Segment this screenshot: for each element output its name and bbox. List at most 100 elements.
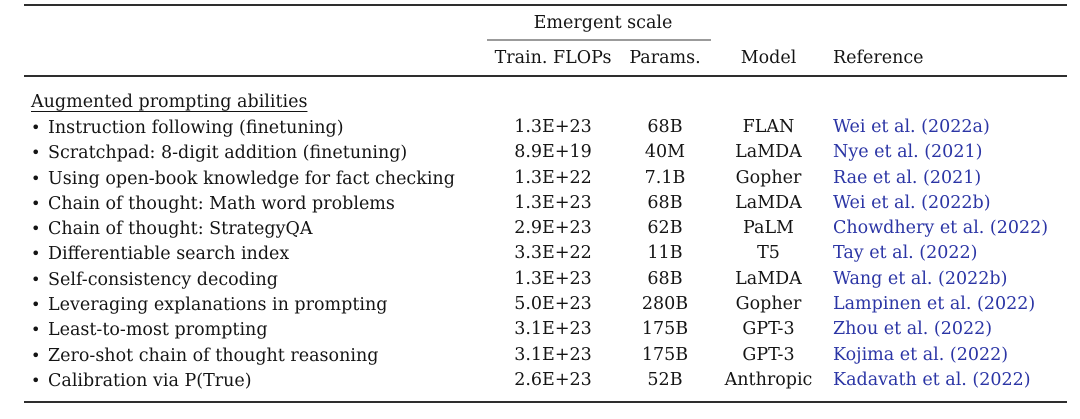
rows-container: • Instruction following (finetuning) 1.3E… [0,115,1080,393]
ability-label: Zero-shot chain of thought reasoning [48,345,379,366]
col-header-train-flops: Train. FLOPs [494,48,612,68]
emergent-scale-underline-rule [487,39,711,41]
bullet-icon: • [31,244,41,264]
model-name: FLAN [742,117,795,137]
ability-cell: • Calibration via P(True) [24,368,491,394]
bullet-icon: • [31,320,41,340]
params-value: 7.1B [644,167,686,188]
citation-link[interactable]: Zhou et al. (2022) [833,319,993,340]
citation-link[interactable]: Kojima et al. (2022) [833,344,1009,365]
train-flops-value: 8.9E+19 [514,142,592,163]
citation-link[interactable]: Nye et al. (2021) [833,142,983,163]
ability-label: Least-to-most prompting [48,320,268,341]
reference-cell: Rae et al. (2021) [822,166,1067,192]
ability-cell: • Leveraging explanations in prompting [24,292,491,318]
reference-cell: Wei et al. (2022a) [822,115,1067,141]
citation-link[interactable]: Tay et al. (2022) [833,243,978,264]
table-row: • Calibration via P(True) 2.6E+23 52B Ant… [0,368,1080,393]
params-value: 52B [647,369,683,390]
ability-cell: • Least-to-most prompting [24,317,491,343]
citation-link[interactable]: Lampinen et al. (2022) [833,294,1036,315]
params-value: 62B [647,218,683,239]
citation-link[interactable]: Wei et al. (2022a) [833,117,990,137]
params-value: 68B [647,117,683,137]
col-header-model: Model [740,48,797,68]
bullet-icon: • [31,345,41,365]
model-name: Gopher [735,167,802,188]
params-value: 11B [647,243,683,264]
model-name: GPT-3 [742,319,795,340]
table-row: • Zero-shot chain of thought reasoning 3.… [0,343,1080,368]
model-name: GPT-3 [742,344,795,365]
section-header-row: Augmented prompting abilities [0,90,1080,115]
citation-link[interactable]: Kadavath et al. (2022) [833,369,1031,390]
train-flops-value: 3.3E+22 [514,243,592,264]
model-name: Gopher [735,294,802,315]
model-name: Anthropic [724,369,813,390]
ability-cell: • Chain of thought: Math word problems [24,191,491,217]
table-row: • Scratchpad: 8-digit addition (finetunin… [0,140,1080,165]
reference-cell: Wei et al. (2022b) [822,191,1067,217]
group-header-emergent-scale: Emergent scale [533,13,673,33]
citation-link[interactable]: Rae et al. (2021) [833,167,982,188]
ability-label: Calibration via P(True) [48,370,252,391]
bullet-icon: • [31,370,41,390]
ability-cell: • Using open-book knowledge for fact chec… [24,166,491,192]
params-value: 68B [647,192,683,213]
ability-cell: • Self-consistency decoding [24,267,491,293]
col-header-ability-spacer [24,45,491,71]
model-name: LaMDA [735,268,802,289]
citation-link[interactable]: Wei et al. (2022b) [833,192,991,213]
model-name: PaLM [743,218,794,239]
bullet-icon: • [31,219,41,239]
params-value: 68B [647,268,683,289]
reference-cell: Zhou et al. (2022) [822,317,1067,343]
bullet-icon: • [31,269,41,289]
ability-cell: • Differentiable search index [24,241,491,267]
params-value: 175B [641,344,689,365]
ability-label: Chain of thought: Math word problems [48,193,395,214]
mid-rule [24,75,1067,78]
reference-cell: Lampinen et al. (2022) [822,292,1067,318]
table-row: • Differentiable search index 3.3E+22 11B… [0,241,1080,266]
top-rule [24,4,1067,7]
reference-cell: Wang et al. (2022b) [822,267,1067,293]
train-flops-value: 2.6E+23 [514,369,592,390]
train-flops-value: 5.0E+23 [514,294,592,315]
col-header-reference: Reference [833,48,924,68]
reference-cell: Kadavath et al. (2022) [822,368,1067,394]
reference-cell: Nye et al. (2021) [822,140,1067,166]
bullet-icon: • [31,193,41,213]
ability-label: Leveraging explanations in prompting [48,295,388,316]
citation-link[interactable]: Chowdhery et al. (2022) [833,218,1049,239]
table-row: • Chain of thought: StrategyQA 2.9E+23 62… [0,216,1080,241]
ability-cell: • Scratchpad: 8-digit addition (finetunin… [24,140,491,166]
bullet-icon: • [31,118,41,137]
train-flops-value: 2.9E+23 [514,218,592,239]
train-flops-value: 3.1E+23 [514,344,592,365]
train-flops-value: 1.3E+22 [514,167,592,188]
bullet-icon: • [31,295,41,315]
ability-label: Chain of thought: StrategyQA [48,219,313,240]
reference-cell: Kojima et al. (2022) [822,343,1067,369]
model-name: LaMDA [735,192,802,213]
reference-cell: Tay et al. (2022) [822,241,1067,267]
ability-label: Instruction following (finetuning) [48,118,344,138]
table-row: • Self-consistency decoding 1.3E+23 68B L… [0,267,1080,292]
ability-label: Self-consistency decoding [48,269,278,290]
table-row: • Chain of thought: Math word problems 1.… [0,191,1080,216]
train-flops-value: 3.1E+23 [514,319,592,340]
ability-label: Differentiable search index [48,244,290,265]
params-value: 280B [641,294,689,315]
train-flops-value: 1.3E+23 [514,117,592,137]
ability-cell: • Zero-shot chain of thought reasoning [24,343,491,369]
bullet-icon: • [31,143,41,163]
table-row: • Using open-book knowledge for fact chec… [0,166,1080,191]
section-header: Augmented prompting abilities [31,92,308,112]
ability-label: Using open-book knowledge for fact check… [48,168,455,189]
bottom-rule [24,401,1067,404]
group-header-rule-row [0,39,1080,41]
ability-cell: • Chain of thought: StrategyQA [24,216,491,242]
citation-link[interactable]: Wang et al. (2022b) [833,268,1008,289]
